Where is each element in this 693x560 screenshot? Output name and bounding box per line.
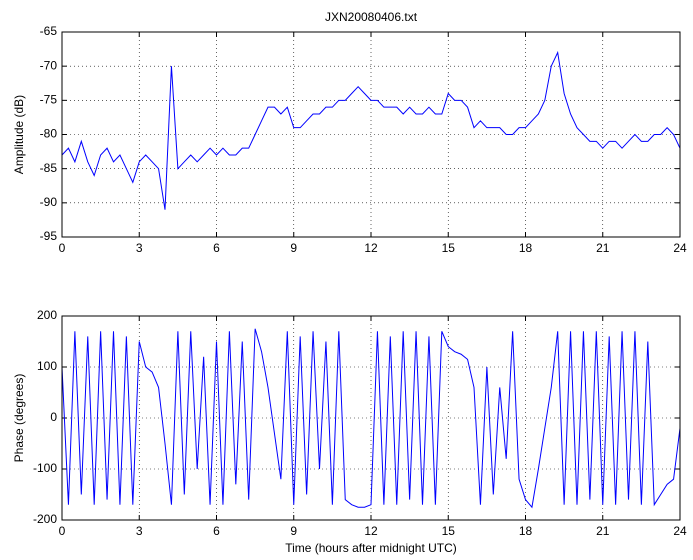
- y-tick-label: -70: [40, 58, 58, 72]
- y-tick-label: -100: [33, 461, 57, 475]
- y-axis-label: Phase (degrees): [12, 374, 26, 463]
- data-line: [61, 328, 681, 509]
- x-tick-label: 0: [59, 524, 66, 538]
- x-tick-label: 24: [673, 241, 687, 255]
- y-tick-label: -80: [40, 127, 58, 141]
- y-axis-label: Amplitude (dB): [12, 95, 26, 174]
- x-tick-label: 0: [59, 241, 66, 255]
- chart-title: JXN20080406.txt: [325, 10, 418, 24]
- y-tick-label: -200: [33, 512, 57, 526]
- y-tick-label: 100: [37, 359, 57, 373]
- y-tick-label: -85: [40, 161, 58, 175]
- x-tick-label: 6: [213, 524, 220, 538]
- x-tick-label: 12: [364, 524, 378, 538]
- x-tick-label: 18: [519, 241, 533, 255]
- x-tick-label: 9: [290, 524, 297, 538]
- x-tick-label: 18: [519, 524, 533, 538]
- y-tick-label: -95: [40, 229, 58, 243]
- x-tick-label: 3: [136, 524, 143, 538]
- x-tick-label: 3: [136, 241, 143, 255]
- data-line: [61, 50, 681, 210]
- x-tick-label: 9: [290, 241, 297, 255]
- axes-box: [61, 315, 681, 521]
- y-tick-label: -65: [40, 24, 58, 38]
- y-tick-label: -90: [40, 195, 58, 209]
- x-tick-label: 6: [213, 241, 220, 255]
- x-tick-label: 21: [596, 241, 610, 255]
- x-axis-label: Time (hours after midnight UTC): [285, 541, 457, 555]
- x-tick-label: 15: [442, 524, 456, 538]
- axes-box: [61, 31, 681, 238]
- x-tick-label: 12: [364, 241, 378, 255]
- x-tick-label: 24: [673, 524, 687, 538]
- x-tick-label: 21: [596, 524, 610, 538]
- y-tick-label: -75: [40, 93, 58, 107]
- x-tick-label: 15: [442, 241, 456, 255]
- y-tick-label: 200: [37, 308, 57, 322]
- y-tick-label: 0: [50, 410, 57, 424]
